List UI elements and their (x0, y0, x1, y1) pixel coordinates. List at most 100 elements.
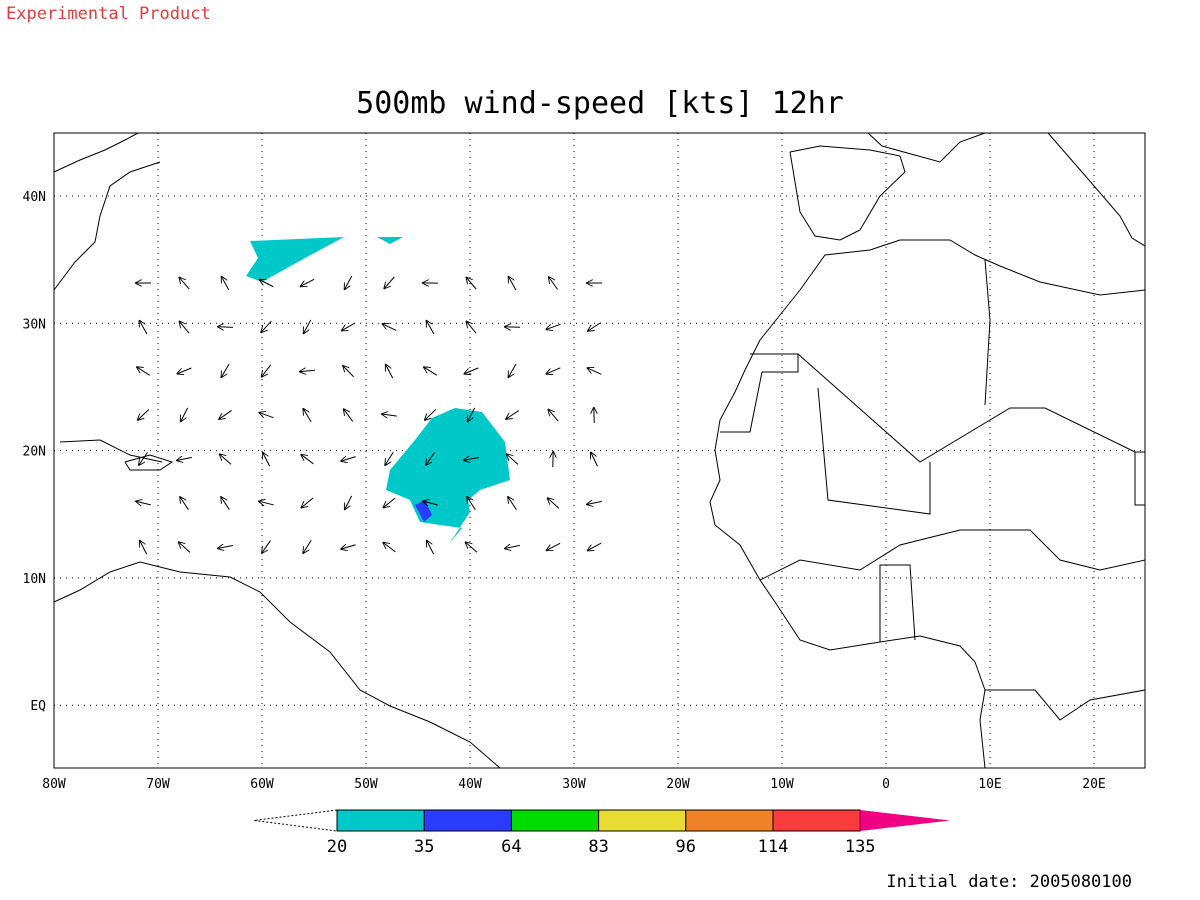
initial-date: Initial date: 2005080100 (886, 872, 1132, 892)
wind-arrow (259, 279, 274, 288)
colorbar: 20 35 64 83 96 114 135 (253, 809, 950, 857)
wind-arrow (467, 407, 476, 422)
wind-arrow (587, 542, 602, 551)
wind-arrow (344, 275, 353, 290)
wind-arrow (135, 501, 151, 505)
colorbar-label: 83 (588, 837, 608, 857)
wind-arrow (343, 409, 354, 422)
wind-arrow (221, 496, 230, 510)
wind-arrow (179, 277, 190, 290)
colorbar-label: 35 (414, 837, 434, 857)
wind-arrow (383, 542, 396, 553)
wind-arrow (426, 320, 435, 335)
wind-arrow (508, 496, 517, 510)
wind-arrow (586, 501, 602, 504)
wind-arrow (506, 454, 519, 465)
lat-label: 40N (23, 190, 46, 205)
wind-vectors (135, 275, 603, 555)
colorbar-label: 20 (327, 837, 347, 857)
colorbar-over (860, 810, 950, 831)
lon-label: 50W (354, 777, 378, 792)
wind-arrow (545, 323, 561, 329)
wind-arrow (342, 365, 354, 378)
wind-arrow (221, 363, 230, 378)
wind-arrow (546, 542, 561, 550)
wind-arrow (340, 457, 356, 462)
lat-label: EQ (30, 699, 46, 714)
wind-arrow (591, 452, 598, 467)
colorbar-box (685, 809, 774, 832)
wind-arrow (217, 545, 233, 548)
wind-arrow (258, 501, 274, 505)
wind-arrow (587, 368, 602, 375)
wind-arrow (505, 410, 519, 420)
wind-arrow (177, 367, 192, 374)
wind-arrow (303, 539, 312, 554)
wind-arrow (546, 367, 561, 374)
map-title: 500mb wind-speed [kts] 12hr (356, 86, 844, 121)
wind-arrow (423, 367, 438, 376)
lon-label: 60W (250, 777, 274, 792)
wind-arrow (176, 457, 192, 460)
wind-arrow (217, 327, 234, 328)
lon-label: 70W (146, 777, 170, 792)
map-frame (53, 132, 1146, 769)
wind-arrow (137, 409, 150, 421)
product-label: Experimental Product (6, 4, 211, 24)
lon-label: 10E (978, 777, 1001, 792)
wind-arrow (594, 407, 595, 424)
wind-arrow (178, 542, 191, 553)
wind-arrow (422, 501, 438, 505)
lat-label: 30N (23, 317, 46, 332)
wind-arrow (262, 452, 271, 467)
wind-arrow (303, 319, 312, 334)
lat-label: 10N (23, 572, 46, 587)
wind-arrow (219, 454, 232, 465)
wind-shade (415, 500, 432, 522)
wind-arrow (139, 320, 148, 335)
wind-arrow (548, 409, 559, 422)
coastlines (53, 132, 1146, 769)
wind-arrow (221, 276, 230, 291)
map-labels: 80W 70W 60W 50W 40W 30W 20W 10W 0 10E 20E 40N 30N 20N… (23, 190, 1106, 792)
wind-arrow (381, 414, 397, 416)
wind-arrow (464, 367, 479, 374)
colorbar-box (510, 809, 600, 832)
wind-arrow (463, 458, 479, 461)
wind-arrow (301, 454, 314, 465)
lon-label: 30W (562, 777, 586, 792)
wind-arrow (385, 364, 394, 379)
colorbar-label: 96 (676, 837, 696, 857)
colorbar-box (772, 809, 861, 832)
wind-arrow (341, 322, 356, 331)
wind-arrow (508, 363, 517, 378)
wind-arrow (136, 367, 151, 376)
wind-arrow (340, 545, 356, 550)
map (53, 132, 1146, 769)
colorbar-label: 114 (758, 837, 789, 857)
wind-arrow (218, 410, 232, 419)
wind-arrow (303, 408, 312, 423)
wind-arrow (258, 412, 274, 419)
wind-arrow (465, 542, 478, 553)
wind-arrow (587, 322, 601, 332)
lon-label: 20W (666, 777, 690, 792)
wind-arrow (466, 277, 477, 290)
wind-arrow (467, 496, 476, 510)
wind-arrow (508, 276, 517, 291)
colorbar-box (598, 809, 687, 832)
lat-label: 20N (23, 445, 46, 460)
wind-arrow (384, 276, 395, 289)
wind-arrow (344, 495, 353, 510)
wind-arrow (424, 409, 437, 420)
wind-shade (246, 237, 344, 282)
wind-arrow (382, 324, 397, 331)
wind-arrow (261, 320, 272, 333)
colorbar-label: 135 (845, 837, 876, 857)
wind-arrow (139, 540, 148, 555)
wind-arrow (426, 540, 435, 555)
colorbar-under (253, 809, 338, 832)
colorbar-box (423, 809, 512, 832)
wind-arrow (385, 451, 394, 466)
lon-label: 80W (42, 777, 66, 792)
